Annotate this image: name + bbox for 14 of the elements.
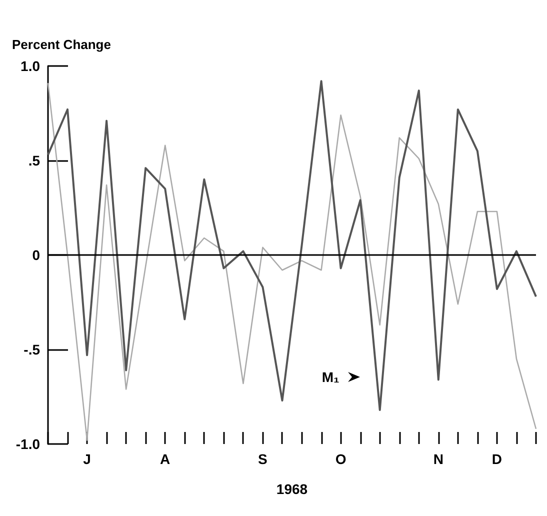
- x-tick-label: O: [335, 451, 346, 467]
- x-axis-title: 1968: [276, 481, 308, 497]
- y-axis-title: Percent Change: [12, 37, 111, 52]
- x-tick-label: A: [160, 451, 170, 467]
- y-tick-label: -1.0: [16, 436, 40, 452]
- y-tick-label: -.5: [24, 342, 40, 358]
- x-tick-label: J: [83, 451, 91, 467]
- x-tick-label: D: [492, 451, 502, 467]
- y-tick-label: 0: [32, 247, 40, 263]
- x-tick-label: S: [258, 451, 268, 467]
- x-tick-label: N: [433, 451, 444, 467]
- y-tick-label: 1.0: [20, 58, 40, 74]
- y-tick-label: .5: [28, 152, 40, 168]
- text: M₁: [322, 368, 340, 385]
